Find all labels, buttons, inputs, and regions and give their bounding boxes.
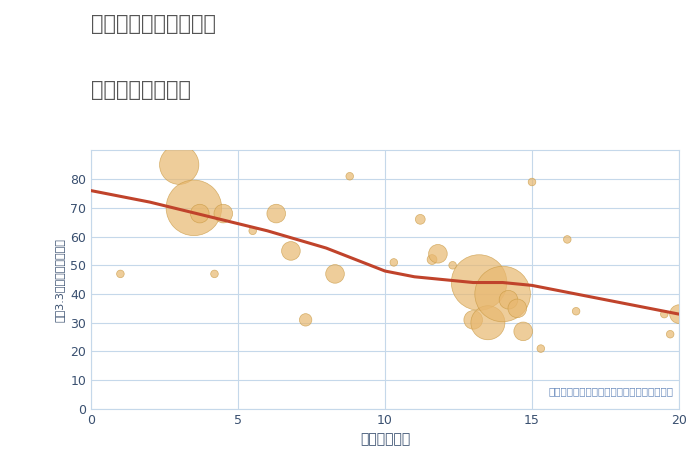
Point xyxy=(536,345,547,352)
Point xyxy=(517,328,528,335)
Point xyxy=(247,227,258,235)
Point xyxy=(561,235,573,243)
Point xyxy=(426,256,438,263)
Point xyxy=(497,290,508,298)
Text: 円の大きさは、取引のあった物件面積を示す: 円の大きさは、取引のあった物件面積を示す xyxy=(548,386,673,396)
X-axis label: 駅距離（分）: 駅距離（分） xyxy=(360,432,410,446)
Point xyxy=(659,310,670,318)
Point xyxy=(512,305,523,312)
Point xyxy=(286,247,297,255)
Point xyxy=(209,270,220,278)
Y-axis label: 坪（3.3㎡）単価（万円）: 坪（3.3㎡）単価（万円） xyxy=(55,238,64,321)
Point xyxy=(673,310,685,318)
Point xyxy=(174,161,185,169)
Point xyxy=(115,270,126,278)
Point xyxy=(468,316,479,324)
Point xyxy=(271,210,282,217)
Point xyxy=(188,204,199,212)
Point xyxy=(300,316,312,324)
Point xyxy=(447,261,458,269)
Point xyxy=(570,307,582,315)
Point xyxy=(482,319,493,327)
Point xyxy=(414,216,426,223)
Point xyxy=(194,210,205,217)
Point xyxy=(664,330,676,338)
Point xyxy=(218,210,229,217)
Text: 兵庫県宝塚市大原野の: 兵庫県宝塚市大原野の xyxy=(91,14,216,34)
Text: 駅距離別土地価格: 駅距離別土地価格 xyxy=(91,80,191,100)
Point xyxy=(526,178,538,186)
Point xyxy=(503,296,514,304)
Point xyxy=(330,270,341,278)
Point xyxy=(344,172,356,180)
Point xyxy=(433,250,444,258)
Point xyxy=(389,258,400,266)
Point xyxy=(473,279,484,286)
